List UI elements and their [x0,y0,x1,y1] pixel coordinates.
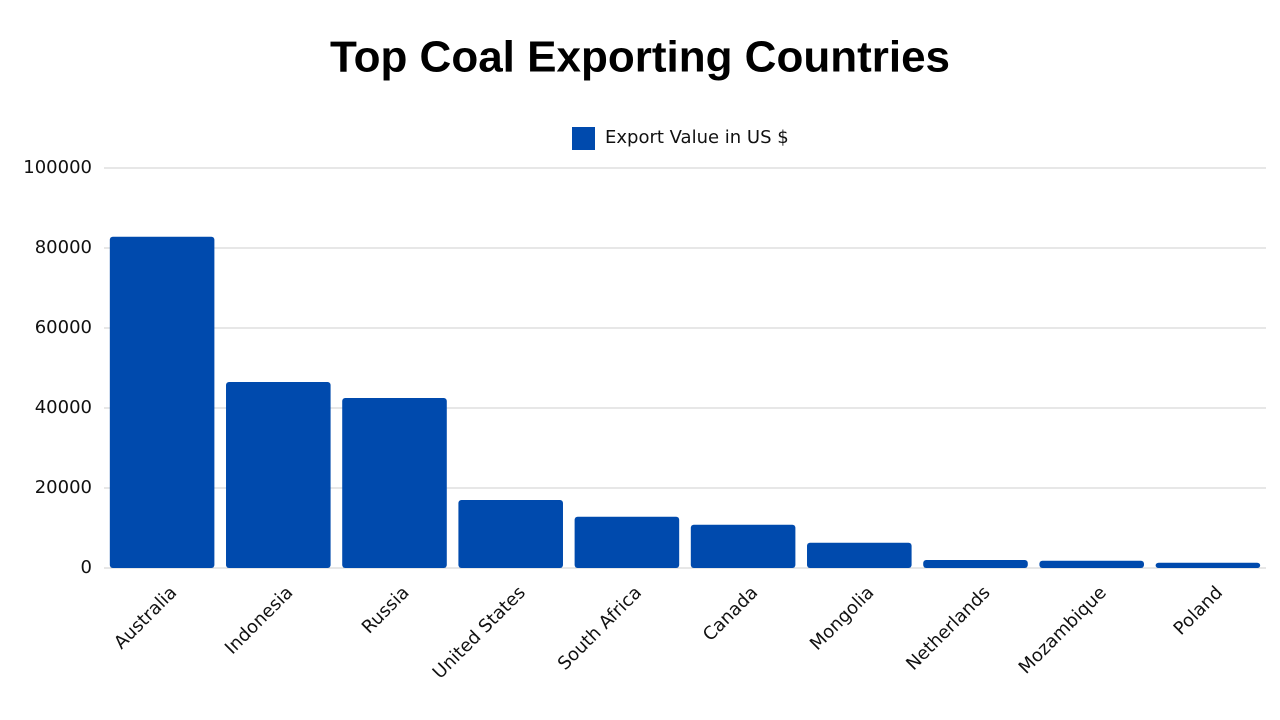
x-tick-label: Indonesia [221,582,297,658]
x-tick-label: Canada [699,582,762,645]
x-tick-label: Netherlands [902,582,994,674]
x-tick-label: South Africa [554,582,646,674]
x-tick-label: Poland [1170,582,1227,639]
bar [1039,560,1144,568]
legend-swatch [572,127,595,150]
legend-label: Export Value in US $ [605,127,789,148]
y-tick-label: 20000 [35,477,92,498]
bar [574,516,680,568]
y-tick-label: 60000 [35,317,92,338]
bar [458,500,563,568]
y-tick-label: 80000 [35,237,92,258]
y-tick-label: 100000 [23,157,92,178]
bar [1155,562,1261,568]
x-tick-label: Mozambique [1015,582,1111,678]
bar [342,398,447,568]
y-tick-label: 40000 [35,397,92,418]
y-tick-label: 0 [81,557,92,578]
chart-title: Top Coal Exporting Countries [330,33,950,82]
bar [923,560,1028,568]
bar [690,524,796,568]
bar [226,382,331,568]
x-tick-label: Australia [110,582,181,653]
x-tick-label: United States [429,582,530,683]
x-tick-label: Russia [358,582,414,638]
x-tick-label: Mongolia [806,582,878,654]
bar [109,236,215,569]
bar [807,542,912,568]
